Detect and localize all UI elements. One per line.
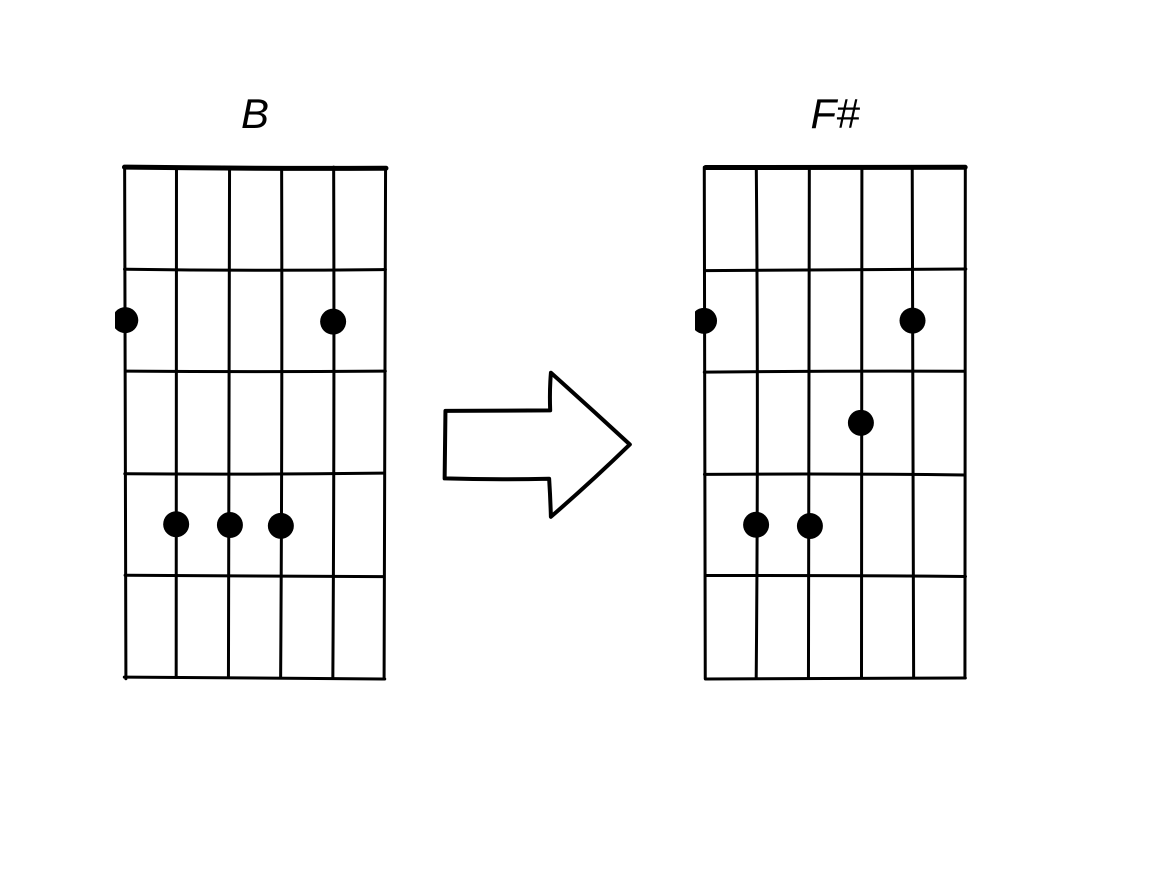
- string-line: [756, 168, 757, 678]
- chord-fsharp-label: F#: [695, 90, 975, 138]
- chord-fsharp-container: F#: [695, 90, 975, 693]
- finger-dot: [268, 513, 294, 539]
- arrow-outline: [445, 373, 630, 517]
- chord-b-diagram: [115, 158, 395, 693]
- fret-line: [125, 575, 384, 576]
- finger-dot: [695, 308, 717, 334]
- fret-line: [704, 474, 964, 475]
- string-line: [808, 168, 809, 678]
- chord-fsharp-diagram: [695, 158, 975, 693]
- fret-line: [705, 269, 966, 271]
- arrow-icon: [440, 360, 640, 530]
- fret-line: [705, 678, 965, 679]
- string-line: [333, 167, 334, 677]
- finger-dot: [217, 512, 243, 538]
- chord-grid: [115, 158, 395, 688]
- fret-line: [125, 473, 385, 474]
- string-line: [125, 168, 126, 678]
- string-line: [965, 168, 966, 677]
- finger-dot: [320, 309, 346, 335]
- string-line: [281, 169, 282, 678]
- fret-line: [124, 677, 384, 679]
- finger-dot: [797, 513, 823, 539]
- finger-dot: [163, 511, 189, 537]
- string-line: [228, 167, 229, 677]
- chord-b-label: B: [115, 90, 395, 138]
- finger-dot: [743, 512, 769, 538]
- fret-line: [125, 269, 386, 270]
- fret-line: [706, 575, 966, 576]
- finger-dot: [115, 307, 138, 333]
- fret-line: [704, 371, 964, 372]
- finger-dot: [900, 308, 926, 334]
- chord-b-container: B: [115, 90, 395, 693]
- fret-line: [126, 371, 385, 372]
- chord-grid: [695, 158, 975, 688]
- string-line: [912, 169, 913, 677]
- nut-line: [124, 167, 385, 168]
- string-line: [704, 167, 705, 678]
- string-line: [384, 168, 385, 678]
- finger-dot: [848, 410, 874, 436]
- transition-arrow: [440, 360, 640, 535]
